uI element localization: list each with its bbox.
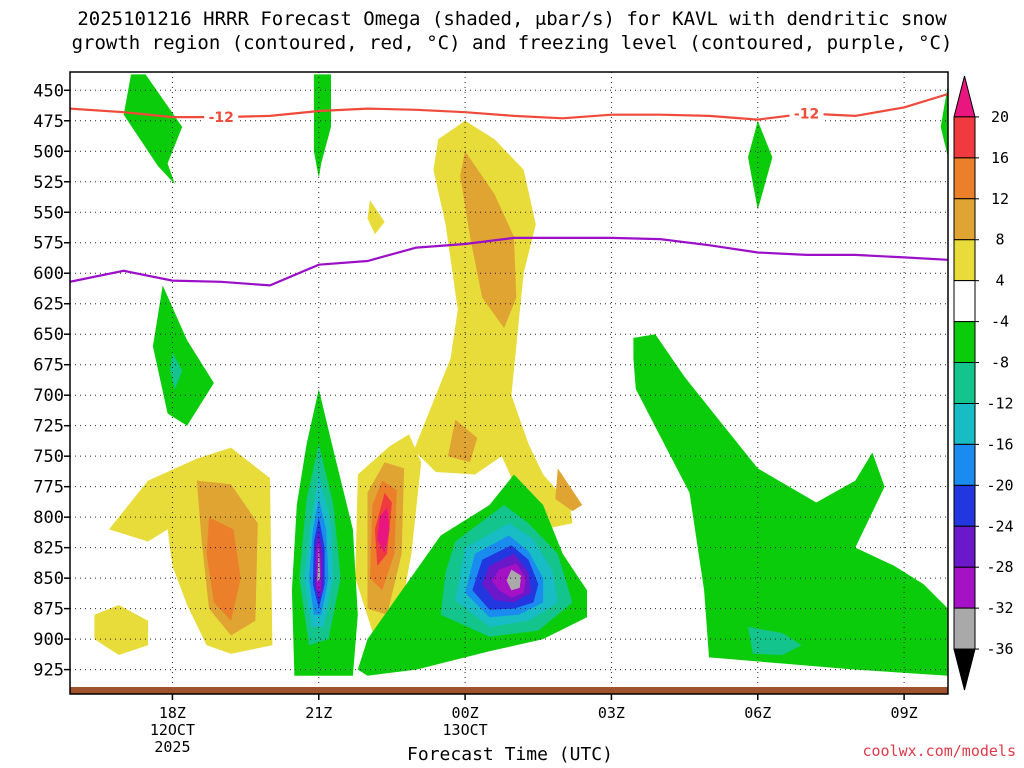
- colorbar-label--4: -4: [991, 313, 1009, 331]
- omega-region-37: [748, 626, 802, 655]
- temperature-contours: -12 -12: [70, 92, 948, 287]
- omega-region-8: [555, 468, 583, 512]
- omega-region-1: [313, 74, 331, 179]
- credit-text: coolwx.com/models: [862, 742, 1016, 760]
- colorbar-bin--20--16: [953, 443, 976, 486]
- y-axis-ticks: 450 475 500 525 550 575 600 625 650 675 700 725 750 7…: [33, 81, 70, 681]
- y-tick-label-850: 850: [33, 569, 64, 589]
- colorbar-bin--32--28: [953, 566, 976, 609]
- contour-line-1: [70, 236, 948, 287]
- x-tick-label-06Z-0: 06Z: [744, 704, 771, 722]
- colorbar-label--16: -16: [986, 435, 1013, 453]
- colorbar-bin--24--20: [953, 484, 976, 527]
- colorbar-bin-16-20: [953, 116, 976, 159]
- omega-region-19: [170, 352, 183, 390]
- contour-label-bg-0-1: [789, 105, 824, 122]
- colorbar-bin-20-24: [953, 75, 976, 118]
- colorbar-label--32: -32: [986, 599, 1013, 617]
- y-tick-label-525: 525: [33, 173, 64, 193]
- colorbar-bin--36--32: [953, 607, 976, 650]
- x-tick-label-21Z-0: 21Z: [305, 704, 332, 722]
- colorbar-label-12: 12: [991, 190, 1009, 208]
- y-tick-label-475: 475: [33, 112, 64, 132]
- y-tick-label-600: 600: [33, 264, 64, 284]
- omega-region-2: [748, 120, 773, 210]
- x-tick-label-00Z-1: 13OCT: [443, 721, 488, 739]
- y-tick-label-825: 825: [33, 539, 64, 559]
- x-tick-label-00Z-0: 00Z: [452, 704, 479, 722]
- colorbar-bin--4-4: [953, 280, 976, 323]
- colorbar-bin-4-8: [953, 239, 976, 282]
- omega-region-18: [152, 285, 214, 426]
- colorbar-label-4: 4: [995, 272, 1004, 290]
- chart-title-line-2: growth region (contoured, red, °C) and f…: [71, 32, 953, 54]
- colorbar-bin--16--12: [953, 402, 976, 445]
- y-tick-label-725: 725: [33, 417, 64, 437]
- y-tick-label-800: 800: [33, 508, 64, 528]
- chart-title-line-1: 2025101216 HRRR Forecast Omega (shaded, …: [77, 8, 947, 30]
- colorbar-bin-12-16: [953, 157, 976, 200]
- y-tick-label-700: 700: [33, 386, 64, 406]
- omega-region-36: [633, 334, 948, 676]
- omega-region-3: [940, 84, 948, 158]
- colorbar-label-16: 16: [991, 149, 1009, 167]
- colorbar-label-20: 20: [991, 108, 1009, 126]
- x-tick-label-03Z-0: 03Z: [598, 704, 625, 722]
- colorbar: 20 16 12 8 4 -4 -8 -12 -16 -20 -24 -28 -32 -36: [953, 75, 1014, 691]
- y-tick-label-675: 675: [33, 356, 64, 376]
- colorbar-bin--12--8: [953, 362, 976, 404]
- gridlines: [70, 72, 948, 694]
- colorbar-label-8: 8: [995, 231, 1004, 249]
- colorbar-label--28: -28: [986, 558, 1013, 576]
- y-tick-label-650: 650: [33, 325, 64, 345]
- y-tick-label-925: 925: [33, 661, 64, 681]
- omega-region-6: [460, 151, 517, 329]
- contour-label-bg-0-0: [204, 109, 239, 126]
- y-tick-label-450: 450: [33, 81, 64, 101]
- omega-region-11: [206, 517, 241, 621]
- ground-surface-bar: [70, 687, 948, 694]
- y-tick-label-750: 750: [33, 447, 64, 467]
- omega-region-35: [506, 569, 522, 591]
- x-tick-label-18Z-1: 12OCT: [150, 721, 195, 739]
- y-tick-label-500: 500: [33, 142, 64, 162]
- colorbar-bin-8-12: [953, 198, 976, 241]
- y-tick-label-775: 775: [33, 478, 64, 498]
- y-tick-label-875: 875: [33, 600, 64, 620]
- colorbar-label--20: -20: [986, 476, 1013, 494]
- y-tick-label-625: 625: [33, 295, 64, 315]
- colorbar-bin--8--4: [953, 321, 976, 364]
- colorbar-label--12: -12: [986, 394, 1013, 412]
- plot-frame: [69, 71, 949, 695]
- x-tick-label-18Z-2: 2025: [154, 738, 190, 756]
- x-axis-label: Forecast Time (UTC): [407, 744, 613, 765]
- colorbar-label--8: -8: [991, 354, 1009, 372]
- x-tick-label-09Z-0: 09Z: [891, 704, 918, 722]
- omega-shaded-regions: [94, 74, 948, 676]
- colorbar-bin--40--36: [953, 648, 976, 691]
- omega-region-17: [377, 507, 390, 554]
- colorbar-label--24: -24: [986, 517, 1013, 535]
- contour-label-0-1: -12: [794, 106, 819, 122]
- contour-label-0-0: -12: [209, 110, 234, 126]
- y-tick-label-575: 575: [33, 234, 64, 254]
- x-tick-label-18Z-0: 18Z: [159, 704, 186, 722]
- omega-region-12: [94, 605, 148, 655]
- omega-region-0: [123, 74, 183, 185]
- y-tick-label-550: 550: [33, 203, 64, 223]
- omega-region-7: [448, 419, 478, 463]
- y-tick-label-900: 900: [33, 630, 64, 650]
- omega-region-27: [317, 545, 321, 582]
- omega-region-5: [413, 120, 573, 530]
- colorbar-bin--28--24: [953, 525, 976, 568]
- omega-region-4: [367, 200, 385, 235]
- colorbar-label--36: -36: [986, 640, 1013, 658]
